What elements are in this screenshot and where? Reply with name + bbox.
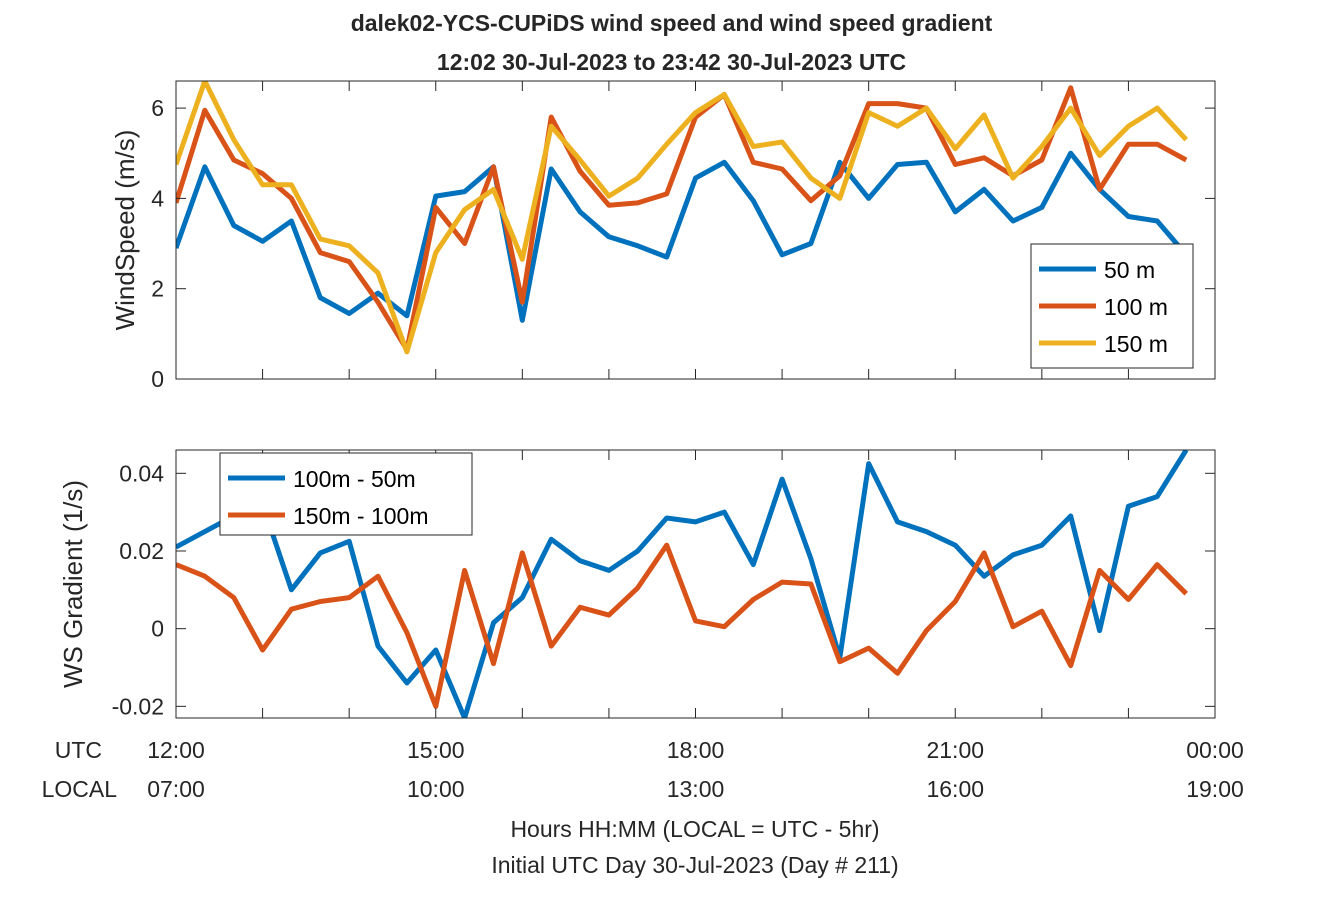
windspeed-axes: 0 2 4 6 WindSpeed (m/s) 50 m 100 m 150 m (110, 80, 1216, 392)
x-tick-label-local: 07:00 (147, 776, 205, 802)
legend-label-2: 150m - 100m (293, 503, 429, 529)
legend-label-2: 100 m (1104, 294, 1168, 320)
x-axis-label: Hours HH:MM (LOCAL = UTC - 5hr) (510, 816, 880, 842)
series-line-3 (176, 81, 1189, 355)
y-tick-label: 6 (151, 95, 164, 121)
x-tick-label-local: 10:00 (407, 776, 465, 802)
x-tick-label-utc: 12:00 (147, 737, 205, 763)
x-axis-label-day: Initial UTC Day 30-Jul-2023 (Day # 211) (491, 852, 899, 878)
y-tick-label: 0 (151, 366, 164, 392)
chart-subtitle: 12:02 30-Jul-2023 to 23:42 30-Jul-2023 U… (436, 49, 907, 75)
legend-label-3: 150 m (1104, 331, 1168, 357)
y-tick-label: 0 (151, 616, 164, 642)
legend-label-1: 50 m (1104, 257, 1155, 283)
x-tick-label-local: 13:00 (667, 776, 725, 802)
chart-title: dalek02-YCS-CUPiDS wind speed and wind s… (350, 10, 993, 36)
series-line-1 (176, 450, 1189, 718)
x-tick-label-utc: 21:00 (926, 737, 984, 763)
y-tick-label: 2 (151, 276, 164, 302)
x-tick-label-utc: 18:00 (667, 737, 725, 763)
x-tick-label-local: 16:00 (926, 776, 984, 802)
y-tick-label: -0.02 (112, 693, 164, 719)
y-axis-label: WS Gradient (1/s) (58, 480, 88, 688)
series-line-2 (176, 542, 1188, 709)
y-tick-label: 0.02 (119, 538, 164, 564)
y-axis-label: WindSpeed (m/s) (110, 130, 140, 331)
x-tick-label-utc: 00:00 (1186, 737, 1244, 763)
series-line-1 (176, 150, 1189, 323)
y-tick-label: 4 (151, 185, 164, 211)
legend-label-1: 100m - 50m (293, 466, 416, 492)
x-tick-label-utc: 15:00 (407, 737, 465, 763)
local-row-label: LOCAL (42, 776, 118, 802)
gradient-axes: -0.02 0 0.02 0.04 12:00 07:00 15:00 10:00 18:00 1… (58, 449, 1244, 802)
legend-box (219, 452, 473, 536)
utc-row-label: UTC (55, 737, 102, 763)
x-tick-label-local: 19:00 (1186, 776, 1244, 802)
y-tick-label: 0.04 (119, 460, 164, 486)
